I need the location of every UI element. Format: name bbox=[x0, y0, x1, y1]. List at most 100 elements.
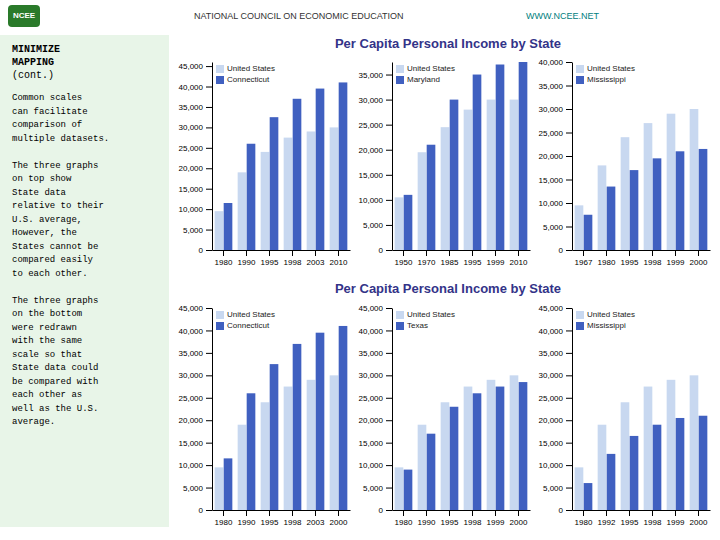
y-tick-label: 25,000 bbox=[179, 394, 204, 403]
y-tick-mark bbox=[206, 127, 212, 128]
legend: United States Texas bbox=[396, 310, 455, 330]
page: NCEENATIONAL COUNCIL ON ECONOMIC EDUCATI… bbox=[0, 0, 720, 540]
bar-series bbox=[575, 109, 699, 250]
bar bbox=[441, 127, 450, 250]
y-tick-mark bbox=[386, 443, 392, 444]
x-tick-mark bbox=[292, 250, 293, 256]
bar bbox=[307, 131, 316, 250]
bar bbox=[653, 158, 662, 250]
sidebar-body: each other as bbox=[12, 390, 82, 400]
bar bbox=[404, 470, 413, 510]
x-tick: 1998 bbox=[464, 510, 482, 527]
y-tick-label: 10,000 bbox=[179, 205, 204, 214]
title: Per Capita Personal Income by State bbox=[335, 36, 561, 51]
y-tick-label: 0 bbox=[199, 246, 204, 255]
bar bbox=[496, 65, 505, 250]
y-tick: 30,000 bbox=[359, 96, 392, 105]
x-tick-mark bbox=[652, 250, 653, 256]
y-tick-label: 0 bbox=[379, 506, 384, 515]
legend-swatch bbox=[216, 65, 224, 73]
x-axis: 198019921995199819992000 bbox=[573, 510, 711, 527]
bars bbox=[575, 109, 708, 250]
y-axis: 05,00010,00015,00020,00025,00030,00035,0… bbox=[359, 304, 393, 515]
x-tick: 1950 bbox=[395, 250, 413, 267]
y-tick-mark bbox=[566, 86, 572, 87]
legend-label: Connecticut bbox=[227, 321, 270, 330]
y-tick-mark bbox=[206, 330, 212, 331]
legend-label: Texas bbox=[407, 321, 428, 330]
x-tick-mark bbox=[629, 250, 630, 256]
y-tick: 30,000 bbox=[539, 105, 572, 114]
bar-series bbox=[395, 375, 519, 510]
x-tick-mark bbox=[675, 250, 676, 256]
x-tick-mark bbox=[698, 510, 699, 516]
y-tick: 35,000 bbox=[359, 349, 392, 358]
y-tick: 15,000 bbox=[359, 171, 392, 180]
y-tick: 40,000 bbox=[359, 327, 392, 336]
x-tick-label: 1999 bbox=[667, 258, 685, 267]
y-tick-mark bbox=[206, 398, 212, 399]
y-tick-mark bbox=[386, 150, 392, 151]
y-tick: 45,000 bbox=[179, 62, 212, 71]
x-tick-mark bbox=[403, 510, 404, 516]
x-tick: 1995 bbox=[261, 510, 279, 527]
bar bbox=[215, 467, 224, 510]
bar bbox=[496, 387, 505, 510]
y-tick-mark bbox=[566, 180, 572, 181]
x-axis-line bbox=[393, 250, 531, 251]
legend-label: United States bbox=[587, 310, 635, 319]
y-tick-mark bbox=[566, 250, 572, 251]
bar bbox=[427, 434, 436, 510]
x-tick-label: 1998 bbox=[644, 258, 662, 267]
x-tick-label: 1999 bbox=[487, 518, 505, 527]
x-tick-label: 1995 bbox=[464, 258, 482, 267]
bar bbox=[598, 165, 607, 250]
y-tick: 35,000 bbox=[179, 103, 212, 112]
header-text: NATIONAL COUNCIL ON ECONOMIC EDUCATION bbox=[194, 11, 404, 21]
title: Per Capita Personal Income by State bbox=[335, 281, 561, 296]
legend-swatch bbox=[396, 76, 404, 84]
y-tick-label: 30,000 bbox=[539, 105, 564, 114]
x-tick-label: 1980 bbox=[215, 518, 233, 527]
x-tick-mark bbox=[223, 510, 224, 516]
x-tick-label: 1995 bbox=[621, 518, 639, 527]
y-tick-mark bbox=[566, 375, 572, 376]
y-tick: 10,000 bbox=[359, 196, 392, 205]
y-axis: 05,00010,00015,00020,00025,00030,00035,0… bbox=[179, 304, 213, 515]
y-tick-label: 30,000 bbox=[359, 96, 384, 105]
bar bbox=[598, 425, 607, 510]
bar bbox=[224, 203, 233, 250]
y-tick: 0 bbox=[199, 246, 212, 255]
x-tick-label: 2010 bbox=[510, 258, 528, 267]
y-tick: 5,000 bbox=[183, 484, 212, 493]
x-tick-mark bbox=[246, 510, 247, 516]
y-tick: 10,000 bbox=[539, 199, 572, 208]
y-tick-label: 5,000 bbox=[363, 484, 384, 493]
y-axis-line bbox=[572, 309, 573, 511]
legend-label: United States bbox=[407, 310, 455, 319]
chart: 05,00010,00015,00020,00025,00030,00035,0… bbox=[539, 58, 711, 267]
sidebar-body: comparison of bbox=[12, 120, 82, 130]
y-tick: 35,000 bbox=[179, 349, 212, 358]
bars bbox=[395, 375, 528, 510]
x-tick-label: 1995 bbox=[621, 258, 639, 267]
y-tick-mark bbox=[566, 510, 572, 511]
y-tick-label: 40,000 bbox=[179, 327, 204, 336]
bar bbox=[215, 211, 224, 250]
x-tick: 1998 bbox=[644, 510, 662, 527]
y-tick: 25,000 bbox=[359, 121, 392, 130]
y-tick-mark bbox=[566, 308, 572, 309]
sidebar-body: well as the U.S. bbox=[12, 404, 98, 414]
x-tick: 1999 bbox=[667, 510, 685, 527]
x-tick-mark bbox=[449, 510, 450, 516]
y-tick-label: 35,000 bbox=[359, 349, 384, 358]
x-tick-mark bbox=[403, 250, 404, 256]
chart: 05,00010,00015,00020,00025,00030,00035,0… bbox=[539, 304, 711, 527]
bar bbox=[676, 418, 685, 510]
bar bbox=[238, 425, 247, 510]
y-tick: 40,000 bbox=[539, 58, 572, 67]
x-tick-mark bbox=[495, 510, 496, 516]
y-tick-label: 35,000 bbox=[539, 82, 564, 91]
x-tick-label: 2000 bbox=[690, 518, 708, 527]
bar bbox=[644, 387, 653, 510]
